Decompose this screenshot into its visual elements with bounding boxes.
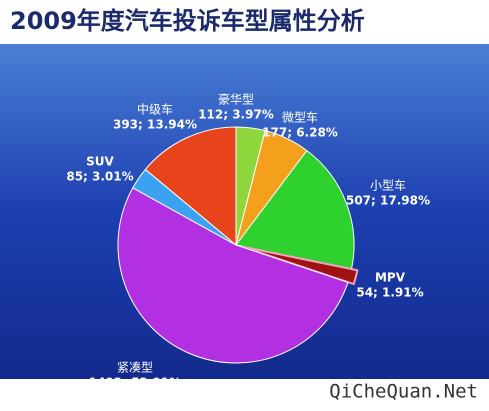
slice-label: MPV (375, 271, 406, 285)
slice-value-label: 112; 3.97% (198, 108, 274, 122)
slice-label: SUV (86, 155, 114, 169)
slice-value-label: 507; 17.98% (346, 194, 430, 208)
slice-label: 小型车 (370, 178, 406, 193)
slice-value-label: 54; 1.91% (356, 286, 423, 300)
slice-value-label: 177; 6.28% (262, 126, 338, 140)
slice-value-label: 85; 3.01% (66, 170, 133, 184)
pie-slice (241, 245, 359, 286)
chart-title: 2009年度汽车投诉车型属性分析 (10, 7, 365, 35)
watermark: QiCheQuan.Net (329, 381, 478, 403)
pie-slice (235, 149, 355, 270)
pie-slice (144, 126, 237, 247)
slice-label: 微型车 (282, 110, 318, 125)
slice-value-label: 1492; 52.91% (89, 376, 181, 390)
slice-label: 紧凑型 (117, 361, 153, 375)
pie-slice (117, 187, 349, 364)
slice-value-label: 393; 13.94% (113, 118, 197, 132)
slice-label: 中级车 (137, 102, 173, 117)
slice-label: 豪华型 (218, 92, 254, 107)
